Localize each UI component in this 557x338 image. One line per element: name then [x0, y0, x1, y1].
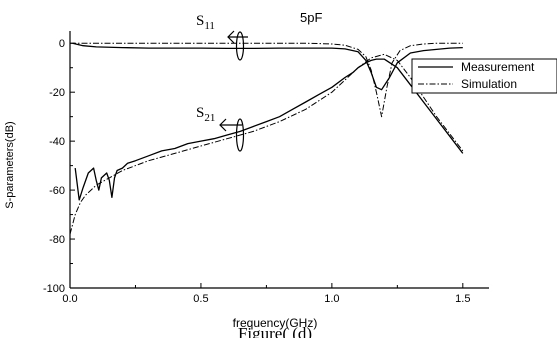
s11-label-sub: 11 — [204, 20, 215, 32]
measurement-s21-line — [74, 58, 464, 201]
y-tick-label: -60 — [49, 185, 65, 197]
x-tick-label: 0.5 — [193, 293, 208, 305]
simulation-s11-line — [70, 42, 463, 118]
y-tick-label: 0 — [59, 38, 65, 50]
s21-label-base: S — [196, 105, 204, 121]
legend-measurement-label: Measurement — [461, 60, 535, 74]
s21-annotation: S21 — [196, 105, 245, 152]
s21-label-sub: 21 — [204, 112, 215, 124]
simulation-s21-line — [69, 53, 464, 235]
y-tick-label: -100 — [43, 283, 65, 295]
s11-label-base: S — [196, 13, 204, 29]
x-axis-label: frequency(GHz) — [233, 316, 318, 330]
svg-text:S11: S11 — [196, 13, 215, 32]
measurement-s11-line — [72, 42, 463, 91]
chart-title: 5pF — [300, 10, 322, 25]
s11-annotation: S11 — [196, 13, 248, 61]
x-tick-label: 0.0 — [62, 293, 77, 305]
y-tick-label: -20 — [49, 87, 65, 99]
x-tick-label: 1.0 — [324, 293, 339, 305]
y-axis-label: S-parameters(dB) — [4, 121, 16, 208]
svg-text:S21: S21 — [196, 105, 215, 124]
x-tick-label: 1.5 — [455, 293, 470, 305]
figure-caption: Figure( (d) — [238, 324, 312, 338]
y-tick-label: -80 — [49, 234, 65, 246]
legend: Measurement Simulation — [411, 58, 557, 94]
y-tick-label: -40 — [49, 136, 65, 148]
legend-simulation-label: Simulation — [461, 77, 517, 91]
